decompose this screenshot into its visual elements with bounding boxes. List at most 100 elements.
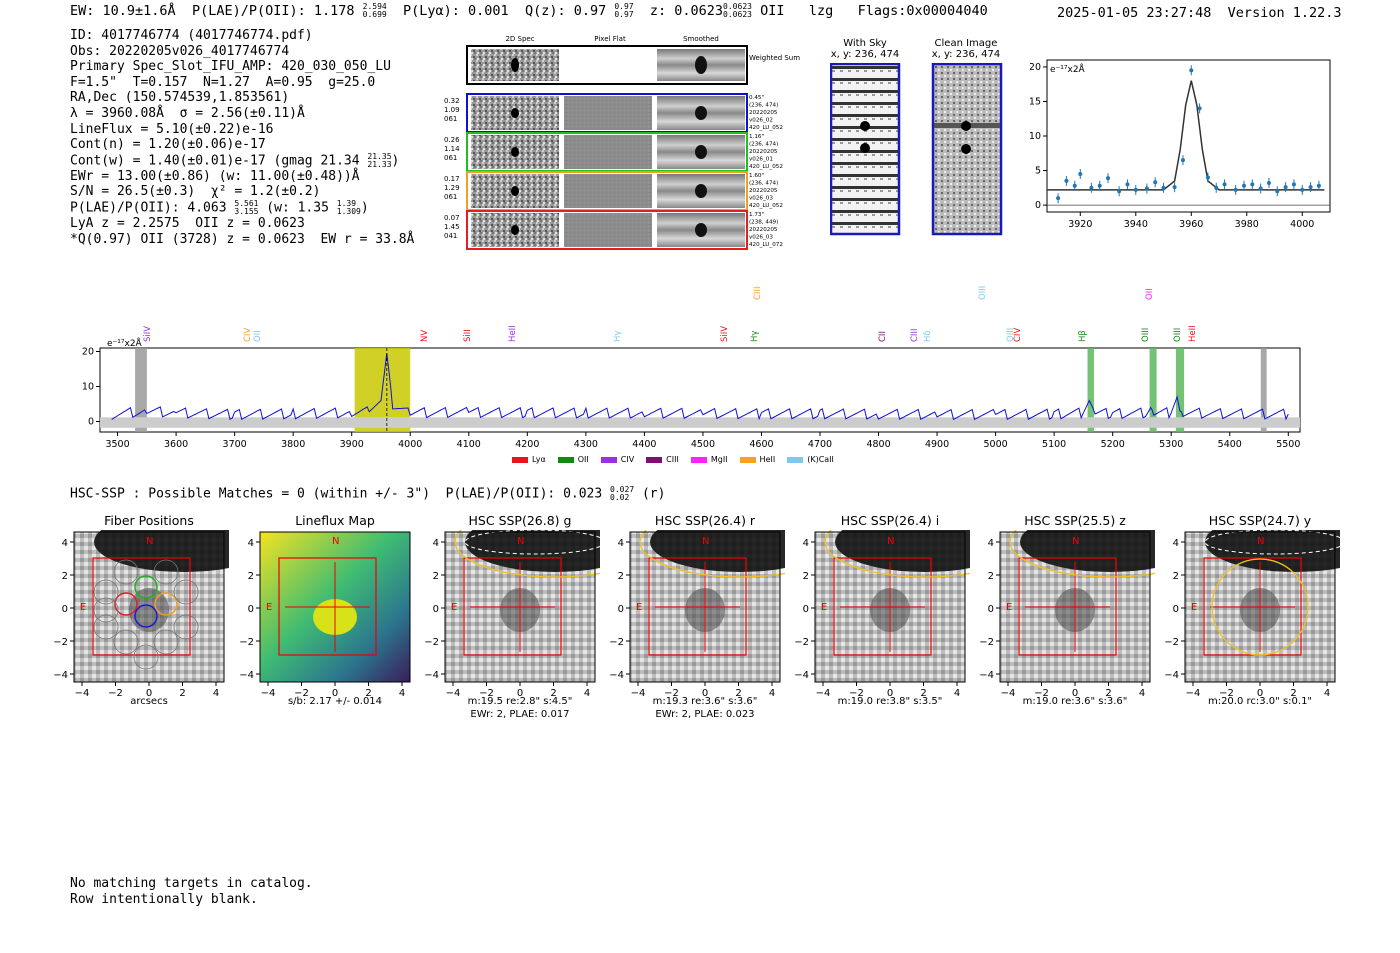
zoom-point	[1316, 183, 1321, 188]
clean-source	[961, 121, 971, 131]
footer: No matching targets in catalog. Row inten…	[70, 876, 313, 907]
panel-xtick-label: −4	[446, 688, 461, 699]
spectrum-line-label: CIII	[753, 287, 763, 300]
info-contw: Cont(w) = 1.40(±0.01)e-17 (gmag 21.34 21…	[70, 151, 400, 169]
cutout-row-desc: 1.16"	[749, 134, 764, 140]
panel-ytick-label: 2	[1173, 571, 1179, 582]
spectrum-xtick-label: 3600	[164, 439, 188, 450]
fiber-circle	[154, 592, 178, 616]
panel-xtick-label: −2	[1034, 688, 1049, 699]
panel-ytick-label: 0	[62, 604, 68, 615]
legend-label: Lyα	[532, 455, 546, 464]
aperture-box	[833, 557, 932, 656]
north-label: N	[887, 536, 894, 547]
panel-image: N E −4 −2 0 2 4 4 2 0 −2 −4	[794, 530, 970, 699]
info-qline: *Q(0.97) OII (3728) z = 0.0623 EW r = 33…	[70, 231, 415, 247]
z-value: z: 0.0623	[649, 3, 724, 19]
bright-source	[650, 530, 785, 572]
panel-ytick-label: 4	[803, 538, 809, 549]
panel-ytick-label: 2	[62, 571, 68, 582]
east-label: E	[1191, 602, 1197, 613]
cutout-row-num: 061	[444, 193, 457, 201]
spectrum-ylabel: e⁻¹⁷x2Å	[107, 337, 143, 349]
cutout-row-desc: (236, 474)	[749, 181, 778, 187]
east-label: E	[1006, 602, 1012, 613]
panel-ytick-label: 4	[1173, 538, 1179, 549]
zoom-point	[1189, 68, 1194, 73]
panel-xtick-label: −2	[664, 688, 679, 699]
footer-line-1: No matching targets in catalog.	[70, 876, 313, 891]
fiber-circle-other	[113, 629, 139, 655]
fiber-circle	[134, 604, 158, 628]
east-label: E	[80, 602, 86, 613]
spectrum-xtick-label: 4300	[574, 439, 598, 450]
cutout-row-desc: 1.60"	[749, 173, 764, 179]
fiber-circle-other	[113, 559, 139, 585]
spectrum-xtick-label: 3700	[223, 439, 247, 450]
zoom-chart: e⁻¹⁷x2Å 3920 3940 3960 3980 4000 0 5 10 15 20	[1030, 59, 1331, 230]
cutout-row-num: 1.45	[444, 223, 460, 231]
panel-ytick-label: 4	[62, 538, 68, 549]
spectrum-xtick-label: 5400	[1218, 439, 1242, 450]
panel-xtick-label: 4	[213, 688, 219, 699]
panel-ytick-label: −2	[609, 637, 624, 648]
cutout-row-num: 061	[444, 115, 457, 123]
z-line: OII	[760, 3, 785, 19]
zoom-point	[1144, 186, 1149, 191]
plae2-w-hi: 1.39	[336, 199, 357, 209]
legend-swatch	[646, 456, 663, 463]
hsc-hi: 0.027	[610, 485, 635, 494]
legend-item: (K)CaII	[787, 455, 834, 464]
spectrum-line-label: NV	[420, 330, 430, 342]
info-lambda: λ = 3960.08Å σ = 2.56(±0.11)Å	[70, 105, 305, 121]
panel-ytick-label: −2	[424, 637, 439, 648]
bright-source	[1020, 530, 1155, 572]
panel-ytick-label: −4	[53, 670, 68, 681]
panel-ytick-label: 0	[618, 604, 624, 615]
aperture-box	[1018, 557, 1117, 656]
zoom-point	[1222, 182, 1227, 187]
cutout-smooth-emission	[695, 223, 707, 237]
zoom-point	[1097, 183, 1102, 188]
spectrum-line-label: Hγ	[613, 331, 623, 342]
legend-item: MgII	[690, 455, 728, 464]
panel-xtick-label: 4	[1139, 688, 1145, 699]
panel-caption: m:19.3 re:3.6" s:3.6"	[652, 696, 758, 707]
panel-ytick-label: −2	[239, 637, 254, 648]
fiber-circle	[114, 592, 138, 616]
spectrum-ytick-label: 20	[82, 347, 94, 358]
spectrum-xtick-label: 4600	[749, 439, 773, 450]
legend-item: CIII	[646, 455, 679, 464]
spectrum-xtick-label: 3900	[340, 439, 364, 450]
col-smoothed: Smoothed	[683, 35, 719, 43]
plae-lo: 0.699	[362, 10, 387, 19]
bright-source	[465, 530, 600, 572]
east-label: E	[266, 602, 272, 613]
cutout-row-desc: v026_01	[749, 157, 773, 163]
zoom-point	[1161, 185, 1166, 190]
cutout-row-desc: (236, 474)	[749, 103, 778, 109]
plae2-w-lo: 1.309	[336, 207, 361, 217]
zoom-point	[1078, 172, 1083, 176]
info-radec: RA,Dec (150.574539,1.853561)	[70, 90, 290, 106]
zoom-ylabel: e⁻¹⁷x2Å	[1050, 63, 1086, 75]
cutout-smooth-emission	[695, 145, 707, 159]
spectrum-highlight-band	[135, 348, 147, 432]
zoom-point	[1233, 187, 1238, 192]
spectrum-line-label: SiIV	[720, 326, 730, 342]
cutout-emission	[511, 108, 519, 118]
spectrum-ytick-label: 0	[88, 417, 94, 428]
bright-source	[1205, 530, 1340, 572]
weighted-label: Weighted Sum	[749, 54, 800, 62]
cutout-pixelflat	[564, 135, 652, 169]
fiber-circle-other	[93, 579, 119, 605]
panel-ytick-label: −4	[424, 670, 439, 681]
panel-xtick-label: 2	[365, 688, 371, 699]
target-source	[129, 588, 169, 632]
panel-title: HSC SSP(26.4) r	[654, 513, 756, 528]
panel-image: N E −4 −2 0 2 4 4 2 0 −2 −4	[979, 530, 1155, 699]
panel-ytick-label: 0	[248, 604, 254, 615]
north-label: N	[702, 536, 709, 547]
aperture-box	[92, 557, 191, 656]
fiber-circle-other	[93, 597, 119, 623]
